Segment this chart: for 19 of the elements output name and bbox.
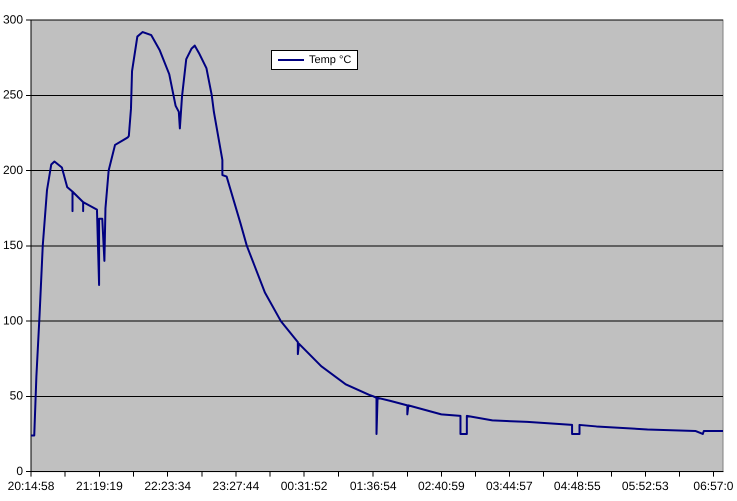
x-tick-label: 03:44:57 bbox=[486, 479, 533, 494]
x-tick-label: 00:31:52 bbox=[280, 479, 328, 494]
y-tick-label: 150 bbox=[2, 238, 24, 252]
x-tick-label: 01:36:54 bbox=[350, 479, 397, 494]
y-tick-label: 100 bbox=[2, 313, 24, 328]
x-tick-label: 04:48:55 bbox=[554, 479, 601, 494]
x-tick-label: 22:23:34 bbox=[144, 479, 192, 494]
y-tick-label: 300 bbox=[2, 12, 24, 26]
x-tick-label: 05:52:53 bbox=[622, 479, 669, 494]
x-tick-label: 20:14:58 bbox=[8, 479, 55, 494]
y-tick-label: 50 bbox=[10, 388, 24, 403]
legend-label: Temp °C bbox=[309, 54, 352, 66]
x-tick-label: 21:19:19 bbox=[76, 479, 124, 494]
x-tick-label: 06:57:0 bbox=[693, 479, 734, 494]
x-tick-label: 02:40:59 bbox=[418, 479, 465, 494]
x-tick-label: 23:27:44 bbox=[212, 479, 260, 494]
y-tick-label: 0 bbox=[16, 464, 24, 478]
y-tick-label: 250 bbox=[2, 88, 24, 102]
y-tick-label: 200 bbox=[2, 162, 24, 177]
